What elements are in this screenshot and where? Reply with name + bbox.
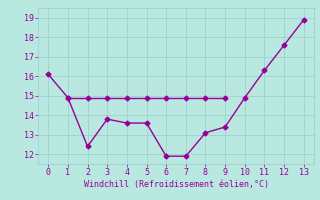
X-axis label: Windchill (Refroidissement éolien,°C): Windchill (Refroidissement éolien,°C) [84,180,268,189]
